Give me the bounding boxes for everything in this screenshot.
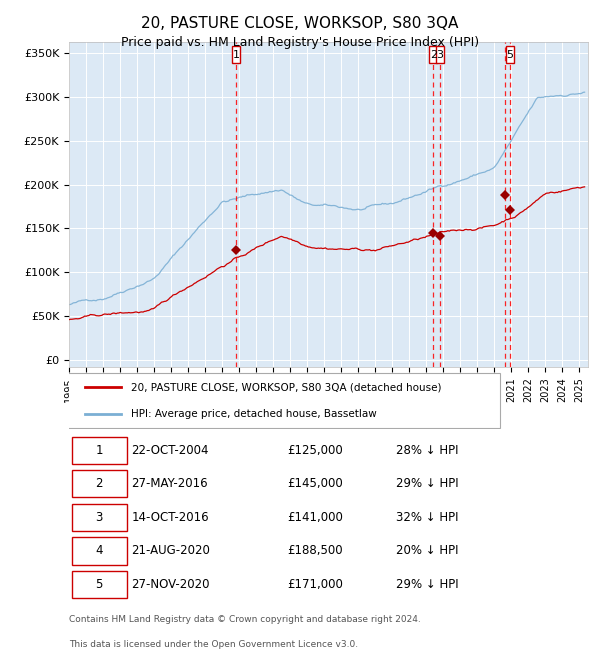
Text: 5: 5 xyxy=(506,49,514,60)
Text: 5: 5 xyxy=(95,578,103,591)
Text: 29% ↓ HPI: 29% ↓ HPI xyxy=(396,578,458,591)
Text: 21-AUG-2020: 21-AUG-2020 xyxy=(131,545,210,558)
FancyBboxPatch shape xyxy=(232,46,240,63)
Text: £171,000: £171,000 xyxy=(287,578,343,591)
FancyBboxPatch shape xyxy=(506,46,514,63)
Text: 14-OCT-2016: 14-OCT-2016 xyxy=(131,511,209,524)
Text: 1: 1 xyxy=(232,49,239,60)
Text: Price paid vs. HM Land Registry's House Price Index (HPI): Price paid vs. HM Land Registry's House … xyxy=(121,36,479,49)
Text: 27-NOV-2020: 27-NOV-2020 xyxy=(131,578,210,591)
Text: 1: 1 xyxy=(95,444,103,457)
Text: 2: 2 xyxy=(95,477,103,490)
Text: 4: 4 xyxy=(95,545,103,558)
Text: 20, PASTURE CLOSE, WORKSOP, S80 3QA: 20, PASTURE CLOSE, WORKSOP, S80 3QA xyxy=(142,16,458,31)
FancyBboxPatch shape xyxy=(71,471,127,497)
Text: 28% ↓ HPI: 28% ↓ HPI xyxy=(396,444,458,457)
Text: 20, PASTURE CLOSE, WORKSOP, S80 3QA (detached house): 20, PASTURE CLOSE, WORKSOP, S80 3QA (det… xyxy=(131,382,442,392)
FancyBboxPatch shape xyxy=(71,437,127,464)
FancyBboxPatch shape xyxy=(71,538,127,564)
Text: 32% ↓ HPI: 32% ↓ HPI xyxy=(396,511,458,524)
Text: 3: 3 xyxy=(95,511,103,524)
FancyBboxPatch shape xyxy=(436,46,443,63)
Text: 20% ↓ HPI: 20% ↓ HPI xyxy=(396,545,458,558)
Text: 22-OCT-2004: 22-OCT-2004 xyxy=(131,444,209,457)
Text: 3: 3 xyxy=(436,49,443,60)
Text: 29% ↓ HPI: 29% ↓ HPI xyxy=(396,477,458,490)
Text: £145,000: £145,000 xyxy=(287,477,343,490)
FancyBboxPatch shape xyxy=(64,373,500,428)
Text: £141,000: £141,000 xyxy=(287,511,343,524)
Text: 2: 2 xyxy=(430,49,437,60)
FancyBboxPatch shape xyxy=(71,571,127,598)
Text: HPI: Average price, detached house, Bassetlaw: HPI: Average price, detached house, Bass… xyxy=(131,409,377,419)
Text: 27-MAY-2016: 27-MAY-2016 xyxy=(131,477,208,490)
FancyBboxPatch shape xyxy=(430,46,437,63)
FancyBboxPatch shape xyxy=(71,504,127,531)
Text: This data is licensed under the Open Government Licence v3.0.: This data is licensed under the Open Gov… xyxy=(69,640,358,649)
Text: £125,000: £125,000 xyxy=(287,444,343,457)
Text: Contains HM Land Registry data © Crown copyright and database right 2024.: Contains HM Land Registry data © Crown c… xyxy=(69,615,421,624)
Text: £188,500: £188,500 xyxy=(287,545,343,558)
